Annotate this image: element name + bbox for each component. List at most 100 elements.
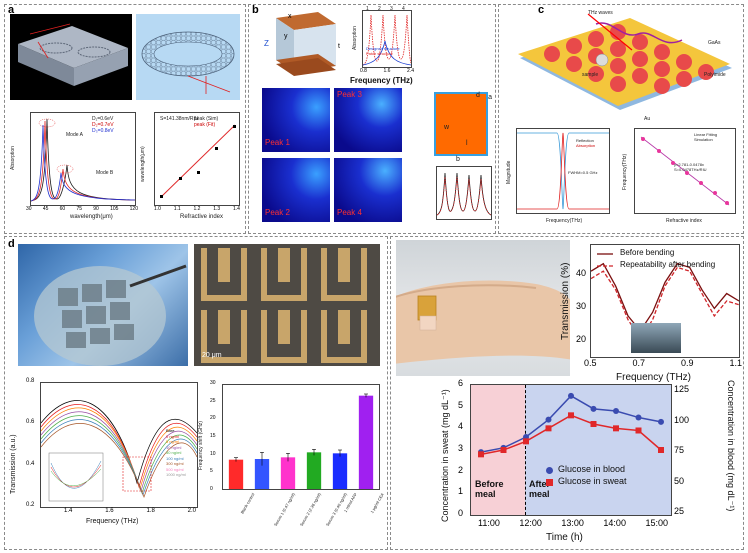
panel-b-peak-2: 2 [378,6,381,12]
xtick: 11:00 [478,518,500,528]
ytick: 40 [576,268,587,278]
panel-a-sensitivity-plot [154,112,240,206]
panel-c-polyimide-label: Polyimide [704,72,726,78]
ytick: 25 [674,506,685,516]
panel-a-spectrum-plot [30,112,136,206]
panel-e-wearable-photo [396,240,570,376]
panel-c-spectrum-plot [516,128,610,214]
legend-item: 300 ng/ml [166,461,184,466]
xtick: 60 [59,206,66,212]
data-point [568,412,574,419]
legend-item: 10 ng/ml [166,444,182,450]
panel-c-thz-label: THz waves [588,10,613,16]
panel-a-legend-2: D₃=0.8eV [92,128,114,134]
panel-d-flexible-sensor-photo [18,244,188,366]
data-point [635,427,642,434]
xtick: 90 [93,206,99,212]
field-map-peak-3: Peak 3 [334,88,402,152]
panel-a-render-3d [10,14,132,100]
panel-c-fit-ylabel: Frequency(THz) [622,153,628,190]
xtick: 30 [26,206,32,212]
xtick: 0.8 [360,68,367,74]
data-point [658,447,664,453]
panel-e-gluc-yticks-right: 25 50 75 100 125 [674,384,689,516]
panel-d-yticks: 0.2 0.4 0.6 0.8 [26,378,34,508]
series-line [590,262,740,332]
xtick: 105 [110,206,119,212]
ytick: 6 [458,378,464,388]
panel-e-gluc-yticks-left: 0 1 2 3 4 5 6 [458,378,463,518]
axis-z-letter: Z [264,39,269,48]
panel-c-schematic [512,10,738,120]
panel-c-label: c [538,4,545,16]
xtick: 12:00 [519,518,542,528]
after-meal-label: After meal [529,479,551,499]
xtick: 45 [42,206,49,212]
panel-c-fit-legend-1: Simulation [694,137,713,142]
ytick: 5 [210,468,213,475]
panel-b-top-view: a d w l [434,92,492,156]
panel-c-gaas-label: GaAs [708,40,721,46]
bar [228,459,244,489]
ytick: 30 [576,301,587,311]
ytick: 0.4 [26,460,35,467]
scale-bar-label: 20 μm [202,352,222,359]
panel-b-second-svg [436,172,492,216]
panel-d-bar-svg [228,393,374,489]
panel-a-legend-1: D₂=0.7eV [92,122,114,128]
field-label-peak-1: Peak 1 [265,138,290,147]
series-line [590,266,740,340]
panel-d-border [4,236,388,550]
xtick: 1.6 [105,508,114,514]
bar [306,452,322,489]
panel-c-fit-xlabel: Refractive index [666,218,702,224]
panel-a-sens-xlabel: Refractive index [180,214,224,220]
panel-a-sens-legend-0: peak (Sim) [194,116,219,122]
graphene-ring-icon [141,31,235,94]
panel-e-gluc-yright: Concentration in blood (mg dL⁻¹) [726,380,736,512]
panel-d-xticks: 1.4 1.6 1.8 2.0 [64,508,196,514]
ytick: 1 [458,486,464,497]
data-point [545,416,552,423]
panel-e-glucose-plot: Before meal After meal [470,384,672,516]
panel-c-legend-0: Reflection [576,138,594,143]
panel-a-legend-0: D₁=0.6eV [92,116,114,122]
panel-e-gluc-yleft: Concentration in sweat (mg dL⁻¹) [440,389,450,522]
panel-c-legend-1: Absorption [576,143,596,148]
data-point [568,392,574,399]
xtick: 0.7 [632,358,645,368]
panel-b-abs-ylabel: Absorption [352,26,358,50]
panel-a-sens-ylabel: wavelength(μm) [140,146,146,182]
ytick: 0.6 [26,419,35,426]
panel-d-transmission-svg [40,400,198,502]
meal-divider [525,385,526,515]
ytick: 20 [576,334,587,344]
panel-e-glucose-svg [478,392,664,458]
panel-d-bar-categories: Blank control Serum 1 (0.47 ng/ml) Serum… [222,490,385,536]
bar [358,395,374,489]
data-point [478,451,484,458]
ytick: 3 [458,442,464,453]
ytick: 4 [458,421,464,432]
panel-b-peak-1: 1 [366,6,369,12]
xtick: 1.1 [729,358,742,368]
split-ring-resonator-array-icon [201,248,367,363]
ytick: 0 [210,485,213,492]
panel-e-bend-xlabel: Frequency (THz) [616,372,692,383]
dim-l: l [466,140,468,147]
panel-d-legend: Bare 0 ng/ml 5 ng/ml 10 ng/ml 50 ng/ml 1… [166,428,186,478]
xtick: 75 [76,206,82,212]
series-line [480,394,662,453]
ytick: 75 [674,445,685,455]
bending-inset-photo [631,323,681,353]
field-map-peak-4: Peak 4 [334,158,402,222]
panel-d-microscope-image: 20 μm [194,244,380,366]
panel-a-border [4,4,246,234]
panel-c-border [498,4,744,234]
field-label-peak-2: Peak 2 [265,208,290,217]
xtick: 0.9 [680,358,694,368]
panel-a-sens-annot: S=141.38nm/RIU [160,116,199,122]
panel-c-fit-s: S=0.0478THz/RIU [674,167,707,172]
bar-category-label: Blank control [239,492,256,515]
ytick: 20 [210,415,216,422]
